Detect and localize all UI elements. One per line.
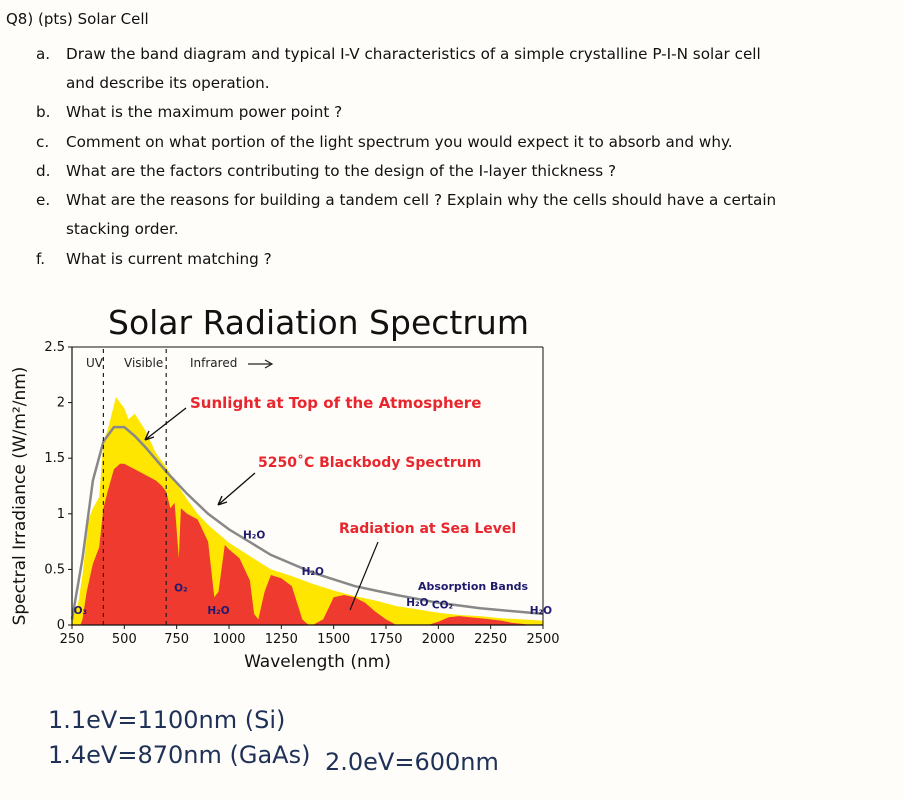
item-letter: b.: [36, 103, 51, 121]
item-line: Draw the band diagram and typical I-V ch…: [66, 45, 761, 63]
x-tick-label: 1250: [265, 632, 298, 647]
item-text: What is current matching ?: [66, 245, 876, 274]
absorption-bands-label: Absorption Bands: [418, 580, 529, 593]
x-tick-label: 750: [164, 632, 189, 647]
item-text: What is the maximum power point ?: [66, 98, 876, 127]
x-tick-label: 2250: [474, 632, 507, 647]
region-label-infrared: Infrared: [190, 356, 237, 370]
spectrum-chart: UV Visible Infrared 250 500 750 1000 1250 1500 17…: [10, 340, 560, 672]
blackbody-arrow-icon: [217, 472, 256, 506]
item-text: What are the factors contributing to the…: [66, 157, 876, 186]
item-letter: e.: [36, 191, 51, 209]
top-atmosphere-label: Sunlight at Top of the Atmosphere: [190, 394, 481, 412]
sea-level-pointer: [349, 541, 379, 611]
item-line: What is current matching ?: [66, 250, 272, 268]
y-tick-label: 0.5: [44, 562, 65, 577]
molecule-label: H₂O: [406, 597, 428, 609]
region-label-visible: Visible: [124, 356, 163, 370]
x-tick-label: 250: [60, 632, 85, 647]
item-letter: f.: [36, 250, 46, 268]
chart-annotations: Sunlight at Top of the Atmosphere 5250˚C …: [74, 394, 553, 617]
top-atmosphere-arrow-icon: [144, 407, 187, 441]
y-tick-label: 2.5: [44, 340, 65, 355]
item-line: What is the maximum power point ?: [66, 103, 343, 121]
sea-level-area: [80, 463, 543, 625]
bandgap-note-si: 1.1eV=1100nm (Si): [48, 706, 286, 734]
chart-title: Solar Radiation Spectrum: [108, 303, 529, 342]
item-text: Draw the band diagram and typical I-V ch…: [66, 40, 876, 98]
chart-axes: UV Visible Infrared 250 500 750 1000 1250 1500 17…: [10, 340, 560, 672]
sea-level-label: Radiation at Sea Level: [339, 521, 516, 537]
molecule-label: H₂O: [243, 529, 265, 541]
blackbody-line: [70, 425, 544, 620]
item-text: What are the reasons for building a tand…: [66, 186, 876, 244]
bandgap-note-2ev: 2.0eV=600nm: [325, 748, 499, 776]
x-axis-label: Wavelength (nm): [244, 652, 391, 672]
item-letter: a.: [36, 45, 51, 63]
item-letter: d.: [36, 162, 51, 180]
molecule-label: O₂: [174, 583, 188, 595]
x-tick-label: 1750: [369, 632, 402, 647]
infrared-arrow-icon: [248, 359, 274, 369]
x-tick-label: 2000: [422, 632, 455, 647]
item-letter: c.: [36, 133, 50, 151]
item-line: and describe its operation.: [66, 74, 270, 92]
question-title: Q8) (pts) Solar Cell: [6, 10, 149, 28]
molecule-label: O₃: [74, 605, 88, 617]
y-tick-label: 1: [57, 507, 65, 522]
x-tick-label: 1500: [317, 632, 350, 647]
bandgap-note-gaas: 1.4eV=870nm (GaAs): [48, 741, 311, 769]
item-line: Comment on what portion of the light spe…: [66, 133, 733, 151]
item-line: What are the reasons for building a tand…: [66, 191, 777, 209]
molecule-label: H₂O: [302, 566, 324, 578]
item-text: Comment on what portion of the light spe…: [66, 128, 876, 157]
molecule-label: H₂O: [207, 605, 229, 617]
y-tick-label: 0: [57, 618, 65, 633]
y-tick-label: 2: [57, 396, 65, 411]
plot-area: [70, 397, 544, 625]
molecule-label: H₂O: [530, 605, 552, 617]
blackbody-label: 5250˚C Blackbody Spectrum: [258, 454, 481, 471]
item-line: stacking order.: [66, 220, 179, 238]
item-line: What are the factors contributing to the…: [66, 162, 617, 180]
molecule-label: CO₂: [432, 599, 454, 611]
x-tick-label: 500: [112, 632, 137, 647]
x-tick-label: 2500: [526, 632, 559, 647]
x-tick-label: 1000: [212, 632, 245, 647]
y-tick-label: 1.5: [44, 451, 65, 466]
y-axis-label: Spectral Irradiance (W/m²/nm): [10, 367, 30, 626]
region-label-uv: UV: [86, 356, 104, 370]
